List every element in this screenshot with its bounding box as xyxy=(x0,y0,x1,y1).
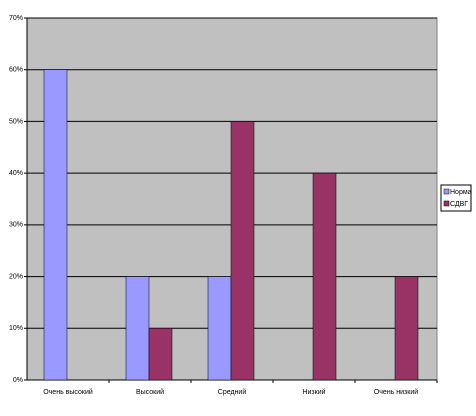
y-tick-label: 40% xyxy=(9,170,23,177)
legend-label: Норма xyxy=(450,189,472,196)
bar xyxy=(230,121,255,381)
y-tick-label: 50% xyxy=(9,118,23,125)
y-tick-label: 0% xyxy=(13,377,23,384)
x-tick-label: Средний xyxy=(218,388,247,396)
bar xyxy=(148,328,173,381)
y-tick-label: 70% xyxy=(9,15,23,22)
bar xyxy=(394,276,419,381)
y-tick-label: 20% xyxy=(9,273,23,280)
x-tick-label: Высокий xyxy=(136,388,164,396)
legend-swatch xyxy=(443,200,450,207)
legend-swatch xyxy=(443,188,450,195)
bar xyxy=(207,276,232,381)
y-tick-label: 30% xyxy=(9,222,23,229)
y-tick-label: 10% xyxy=(9,325,23,332)
legend-label: СДВГ xyxy=(450,201,468,208)
x-tick-label: Очень высокий xyxy=(43,388,93,396)
x-tick-label: Очень низкий xyxy=(374,388,418,396)
bar xyxy=(125,276,150,381)
bar xyxy=(43,69,68,381)
bar xyxy=(312,172,337,381)
x-tick-label: Низкий xyxy=(302,388,325,396)
y-tick-label: 60% xyxy=(9,67,23,74)
